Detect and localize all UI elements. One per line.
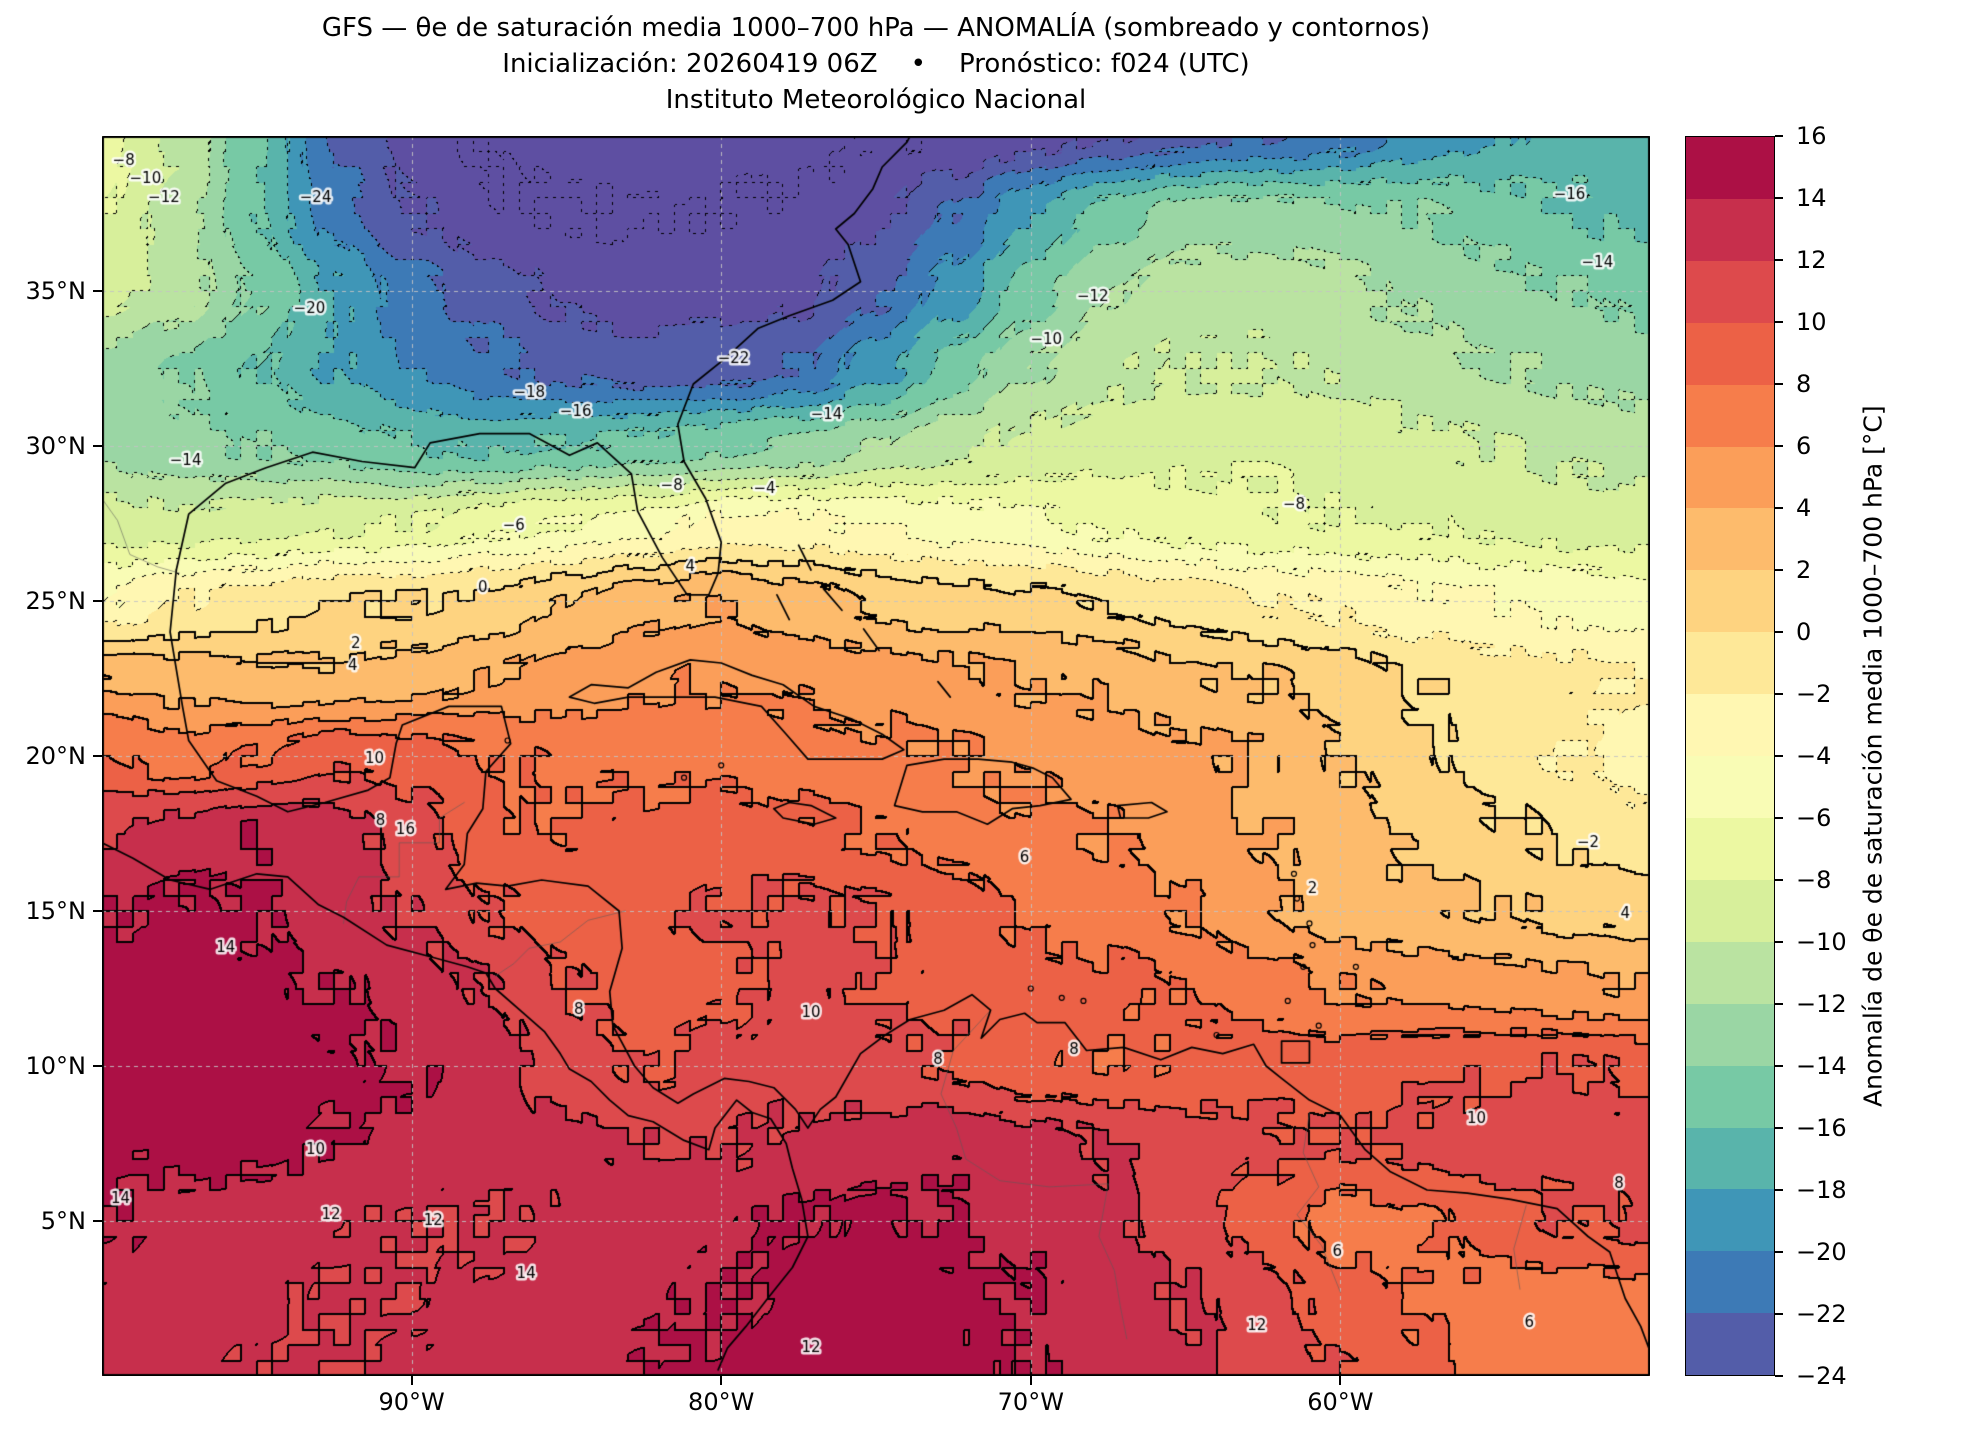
colorbar-tick-label: −12 — [1796, 990, 1847, 1018]
map-canvas — [102, 136, 1650, 1376]
colorbar-tick-label: 8 — [1796, 370, 1812, 398]
colorbar-tick-label: 0 — [1796, 618, 1812, 646]
colorbar-tick-label: −2 — [1796, 680, 1832, 708]
colorbar-tick-label: 4 — [1796, 494, 1812, 522]
colorbar-tick-mark — [1775, 321, 1783, 323]
lon-tick-label: 90°W — [378, 1388, 445, 1416]
colorbar-tick-mark — [1775, 879, 1783, 881]
colorbar-tick-label: 10 — [1796, 308, 1827, 336]
lat-tick-label: 10°N — [25, 1052, 87, 1080]
colorbar-tick-mark — [1775, 1065, 1783, 1067]
lat-tick-label: 15°N — [25, 897, 87, 925]
colorbar-tick-label: −16 — [1796, 1114, 1847, 1142]
lon-tick-label: 80°W — [688, 1388, 755, 1416]
colorbar-tick-mark — [1775, 197, 1783, 199]
figure-subtitle-institution: Instituto Meteorológico Nacional — [665, 85, 1087, 115]
colorbar-segment — [1686, 756, 1774, 818]
lat-tick-mark — [93, 1065, 102, 1067]
lat-tick-mark — [93, 1220, 102, 1222]
colorbar-tick-label: −22 — [1796, 1300, 1847, 1328]
colorbar-tick-label: 6 — [1796, 432, 1812, 460]
lon-tick-mark — [410, 1376, 413, 1385]
colorbar-tick-mark — [1775, 817, 1783, 819]
lat-tick-mark — [93, 600, 102, 602]
colorbar-tick-label: −20 — [1796, 1238, 1847, 1266]
lat-tick-label: 30°N — [25, 432, 87, 460]
colorbar-tick-mark — [1775, 693, 1783, 695]
colorbar-segment — [1686, 1003, 1774, 1066]
colorbar-segment — [1686, 1189, 1774, 1252]
colorbar-tick-mark — [1775, 755, 1783, 757]
colorbar-tick-mark — [1775, 259, 1783, 261]
colorbar-segment — [1686, 632, 1774, 695]
figure-titles: GFS — θe de saturación media 1000–700 hP… — [102, 10, 1650, 118]
colorbar-tick-mark — [1775, 1189, 1783, 1191]
lon-tick-mark — [1339, 1376, 1342, 1385]
colorbar-tick-label: −24 — [1796, 1362, 1847, 1390]
colorbar-tick-mark — [1775, 383, 1783, 385]
lat-tick-mark — [93, 910, 102, 912]
colorbar-tick-label: 14 — [1796, 184, 1827, 212]
figure-subtitle-init: Inicialización: 20260419 06Z • Pronóstic… — [502, 49, 1250, 79]
colorbar-tick-mark — [1775, 1375, 1783, 1377]
colorbar-segment — [1686, 1251, 1774, 1314]
lat-tick-mark — [93, 445, 102, 447]
colorbar-tick-mark — [1775, 631, 1783, 633]
colorbar-tick-label: −10 — [1796, 928, 1847, 956]
colorbar-tick-label: −14 — [1796, 1052, 1847, 1080]
lat-tick-mark — [93, 755, 102, 757]
colorbar-tick-mark — [1775, 1313, 1783, 1315]
colorbar-tick-label: −8 — [1796, 866, 1832, 894]
colorbar-segment — [1686, 1127, 1774, 1190]
colorbar-tick-mark — [1775, 135, 1783, 137]
colorbar-tick-label: −6 — [1796, 804, 1832, 832]
lat-tick-label: 20°N — [25, 742, 87, 770]
colorbar-tick-mark — [1775, 569, 1783, 571]
colorbar-segment — [1686, 879, 1774, 942]
colorbar-segment — [1686, 260, 1774, 323]
colorbar-segment — [1686, 817, 1774, 880]
colorbar-segment — [1686, 1313, 1774, 1376]
colorbar — [1685, 136, 1775, 1376]
colorbar-segment — [1686, 941, 1774, 1004]
colorbar-tick-mark — [1775, 941, 1783, 943]
colorbar-segment — [1686, 508, 1774, 571]
lat-tick-mark — [93, 290, 102, 292]
colorbar-tick-label: 16 — [1796, 122, 1827, 150]
colorbar-axis-label: Anomalía de θe de saturación media 1000–… — [1858, 405, 1888, 1107]
lon-tick-mark — [1029, 1376, 1032, 1385]
colorbar-tick-label: 2 — [1796, 556, 1812, 584]
colorbar-segment — [1686, 198, 1774, 261]
lon-tick-mark — [720, 1376, 723, 1385]
lon-tick-label: 70°W — [997, 1388, 1064, 1416]
colorbar-segment — [1686, 137, 1774, 199]
colorbar-tick-mark — [1775, 445, 1783, 447]
colorbar-segment — [1686, 694, 1774, 757]
colorbar-tick-mark — [1775, 507, 1783, 509]
figure-title: GFS — θe de saturación media 1000–700 hP… — [321, 13, 1431, 43]
colorbar-segment — [1686, 570, 1774, 633]
lat-tick-label: 35°N — [25, 277, 87, 305]
lat-tick-label: 5°N — [40, 1207, 86, 1235]
colorbar-tick-mark — [1775, 1251, 1783, 1253]
colorbar-tick-label: −4 — [1796, 742, 1832, 770]
colorbar-tick-label: 12 — [1796, 246, 1827, 274]
colorbar-tick-mark — [1775, 1127, 1783, 1129]
colorbar-segment — [1686, 384, 1774, 447]
lon-tick-label: 60°W — [1307, 1388, 1374, 1416]
colorbar-segment — [1686, 446, 1774, 509]
colorbar-segment — [1686, 1065, 1774, 1128]
colorbar-tick-mark — [1775, 1003, 1783, 1005]
lat-tick-label: 25°N — [25, 587, 87, 615]
colorbar-segment — [1686, 322, 1774, 385]
colorbar-tick-label: −18 — [1796, 1176, 1847, 1204]
